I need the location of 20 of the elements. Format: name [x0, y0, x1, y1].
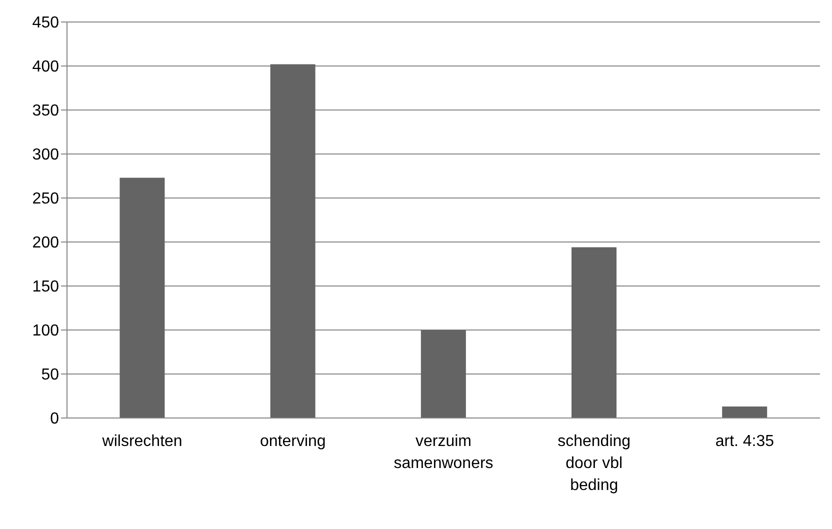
y-tick-label: 100 — [32, 322, 60, 340]
x-tick-label: onterving — [260, 433, 326, 450]
x-tick-label: verzuim samenwoners — [394, 433, 494, 472]
bar — [420, 330, 466, 418]
y-tick-label: 50 — [41, 366, 60, 384]
x-tick-label: art. 4:35 — [715, 433, 774, 450]
bar — [120, 178, 165, 418]
y-tick-label: 150 — [32, 278, 60, 296]
x-tick-label: wilsrechten — [101, 433, 182, 450]
bar — [722, 406, 768, 418]
y-tick-label: 300 — [32, 146, 60, 164]
y-tick-label: 0 — [50, 410, 60, 428]
y-tick-label: 250 — [32, 190, 60, 208]
y-tick-label: 450 — [32, 14, 60, 32]
y-tick-label: 400 — [32, 58, 60, 76]
bar — [572, 247, 617, 418]
bar — [270, 64, 316, 418]
y-tick-label: 350 — [32, 102, 60, 120]
y-tick-label: 200 — [32, 234, 60, 252]
x-tick-label: schending door vbl beding — [558, 433, 631, 494]
